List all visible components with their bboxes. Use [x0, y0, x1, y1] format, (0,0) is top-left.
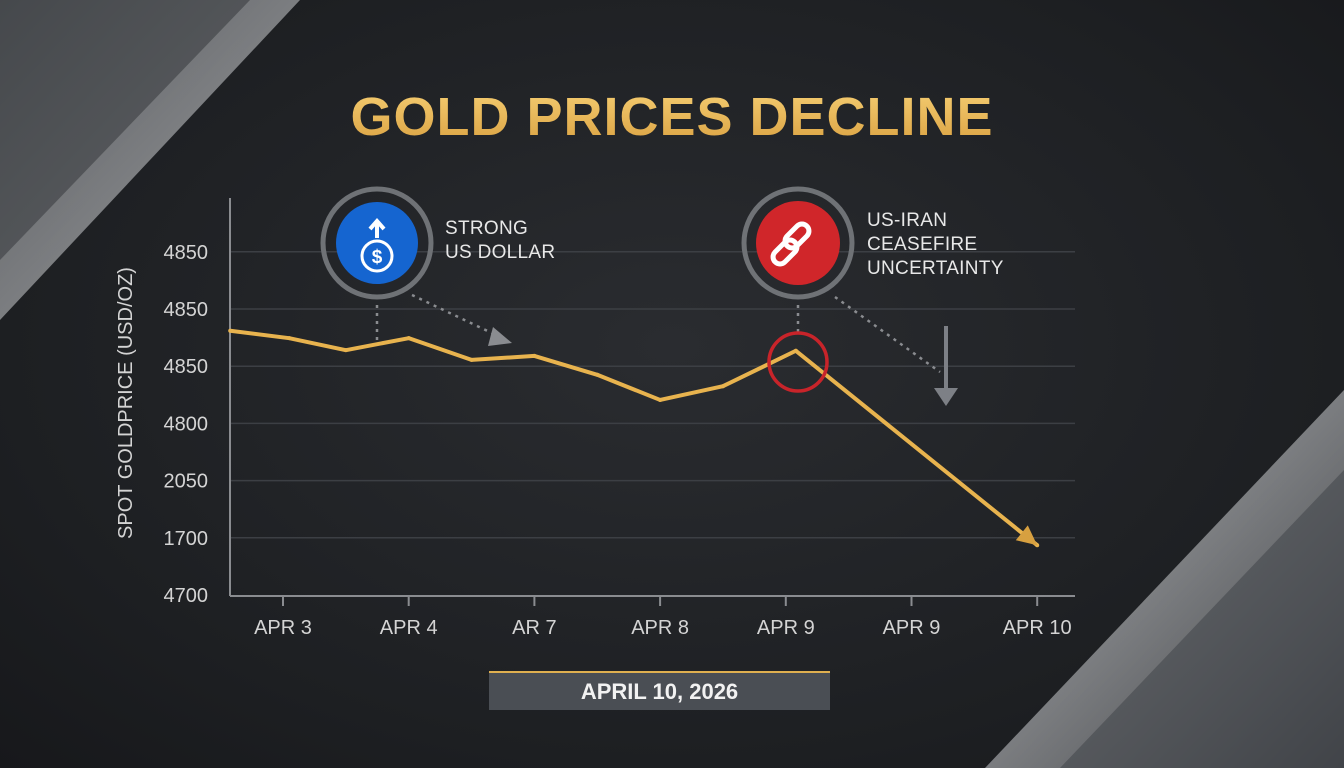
y-tick-label: 2050: [164, 471, 209, 493]
data-point: [406, 336, 411, 341]
chart-title: GOLD PRICES DECLINE: [0, 86, 1344, 148]
x-tick-label: APR 9: [757, 617, 815, 639]
connector-ceasefire-arrow: [834, 295, 941, 374]
series-line: [229, 328, 1039, 547]
arrowhead-icon: [488, 327, 512, 346]
date-banner: APRIL 10, 2026: [489, 671, 830, 710]
data-point: [469, 357, 474, 362]
data-point: [720, 384, 725, 389]
annotation-line: STRONG: [445, 218, 529, 239]
data-point: [228, 328, 233, 333]
x-tick-label: APR 4: [380, 617, 438, 639]
x-tick-label: APR 3: [254, 617, 312, 639]
annotation-line: US-IRAN: [867, 210, 948, 231]
data-point: [532, 353, 537, 358]
x-tick-label: APR 10: [1003, 617, 1072, 639]
x-tick-label: APR 9: [883, 617, 941, 639]
strong-dollar-icon: $: [320, 186, 434, 300]
broken-chain-icon: [741, 186, 855, 300]
x-tick-label: AR 7: [512, 617, 556, 639]
y-tick-label: 4850: [164, 356, 209, 378]
x-tick-label: APR 8: [631, 617, 689, 639]
annotation-line: CEASEFIRE: [867, 234, 978, 255]
annotation-ceasefire: US-IRAN CEASEFIRE UNCERTAINTY: [867, 209, 1004, 281]
data-point: [595, 372, 600, 377]
data-point: [793, 348, 798, 353]
data-point: [658, 397, 663, 402]
y-tick-label: 4850: [164, 242, 209, 264]
y-tick-label: 4700: [164, 585, 209, 607]
down-arrowhead-icon: [934, 388, 958, 406]
annotation-line: US DOLLAR: [445, 242, 556, 263]
svg-text:$: $: [372, 247, 383, 268]
annotation-line: UNCERTAINTY: [867, 258, 1004, 279]
peak-highlight-circle: [767, 331, 829, 393]
y-tick-label: 4850: [164, 299, 209, 321]
connector-dollar-arrow: [411, 293, 497, 337]
y-tick-label: 4800: [164, 413, 209, 435]
y-axis-label: SPOT GOLDPRICE (USD/OZ): [115, 267, 137, 539]
trend-arrowhead-icon: [1015, 525, 1038, 546]
y-tick-label: 1700: [164, 528, 209, 550]
data-point: [287, 336, 292, 341]
data-point: [343, 348, 348, 353]
annotation-strong-dollar: STRONG US DOLLAR: [445, 217, 555, 265]
